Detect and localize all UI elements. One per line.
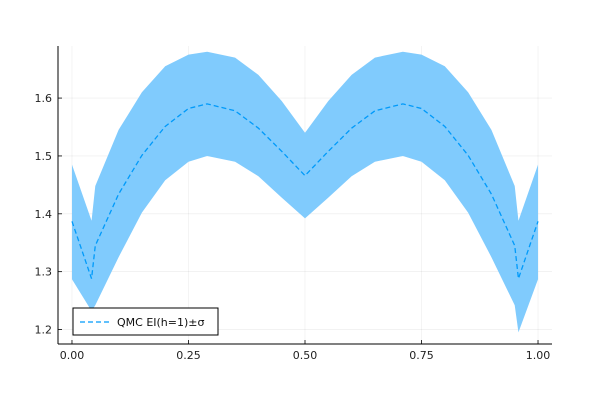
x-tick-label: 1.00 xyxy=(526,349,551,362)
x-tick-label: 0.75 xyxy=(409,349,434,362)
series-line-layer xyxy=(71,103,539,279)
x-tick-label: 0.25 xyxy=(176,349,201,362)
tick-labels: 0.00 0.25 0.50 0.75 1.00 1.2 1.3 1.4 1.5 1.6 xyxy=(35,92,551,362)
y-tick-label: 1.6 xyxy=(35,92,53,105)
y-tick-label: 1.2 xyxy=(35,324,53,337)
legend: QMC EI(h=1)±σ xyxy=(72,307,219,336)
legend-label: QMC EI(h=1)±σ xyxy=(117,316,205,329)
x-tick-label: 0.50 xyxy=(293,349,318,362)
axes xyxy=(57,46,552,345)
x-tick-label: 0.00 xyxy=(60,349,85,362)
confidence-band-layer xyxy=(71,51,539,333)
y-tick-label: 1.5 xyxy=(35,150,53,163)
sigma-band xyxy=(71,51,539,333)
y-tick-label: 1.4 xyxy=(35,208,53,221)
y-tick-label: 1.3 xyxy=(35,266,53,279)
mean-line xyxy=(71,103,539,279)
